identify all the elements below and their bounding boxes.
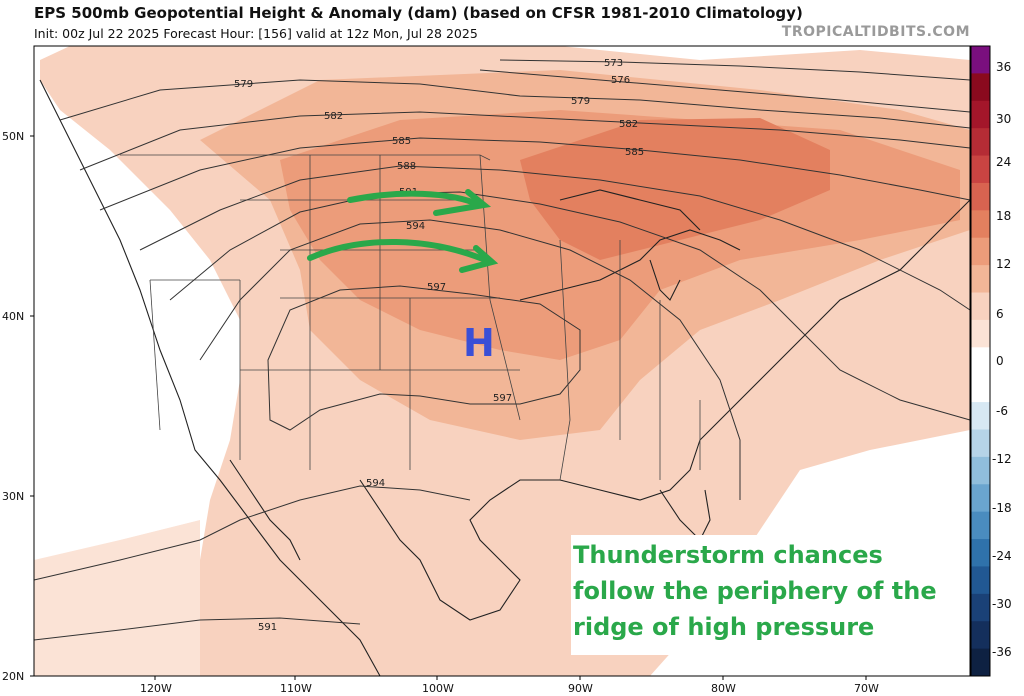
annotation-line-1: Thunderstorm chances <box>573 541 883 569</box>
colorbar-segment <box>971 128 990 157</box>
colorbar-segment <box>971 566 990 595</box>
contour-label-579-west: 579 <box>234 79 253 90</box>
colorbar-label-neg12: -12 <box>992 452 1012 466</box>
contour-label-582-east: 582 <box>619 119 638 130</box>
colorbar-label-neg30: -30 <box>992 597 1012 611</box>
contour-label-597-south: 597 <box>493 393 512 404</box>
colorbar-segment <box>971 621 990 650</box>
colorbar-label-0: 0 <box>996 354 1004 368</box>
state-borders <box>120 154 701 481</box>
contour-label-594-south: 594 <box>366 478 385 489</box>
contour-label-585-east: 585 <box>625 147 644 158</box>
lat-label-40n: 40N <box>2 310 24 323</box>
arrow-north-path <box>347 190 483 208</box>
latitude-axis: 50N 40N 30N 20N <box>2 130 34 683</box>
chart-subtitle: Init: 00z Jul 22 2025 Forecast Hour: [15… <box>34 26 478 41</box>
arrow-south-path <box>307 239 493 265</box>
colorbar <box>970 45 991 677</box>
contour-label-597-north: 597 <box>427 282 446 293</box>
colorbar-segment <box>971 182 990 211</box>
contour-label-594: 594 <box>406 221 425 232</box>
lat-label-20n: 20N <box>2 670 24 683</box>
colorbar-segment <box>971 648 990 677</box>
contour-label-585-west: 585 <box>392 136 411 147</box>
longitude-axis: 120W 110W 100W 90W 80W 70W <box>140 676 879 695</box>
colorbar-segment <box>971 237 990 266</box>
contour-label-579-east: 579 <box>571 96 590 107</box>
colorbar-segment <box>971 73 990 102</box>
colorbar-segment <box>971 46 990 74</box>
colorbar-segment <box>971 210 990 239</box>
contour-label-591-south: 591 <box>258 622 277 633</box>
contour-label-573: 573 <box>604 58 623 69</box>
lon-label-90w: 90W <box>568 682 593 695</box>
colorbar-label-neg18: -18 <box>992 501 1012 515</box>
colorbar-label-12: 12 <box>996 257 1011 271</box>
colorbar-segment <box>971 484 990 513</box>
colorbar-segment <box>971 429 990 458</box>
lon-label-70w: 70W <box>854 682 879 695</box>
colorbar-label-6: 6 <box>996 307 1004 321</box>
colorbar-labels: 36 30 24 18 12 6 0 -6 -12 -18 -24 -30 -3… <box>992 60 1012 659</box>
lon-label-120w: 120W <box>140 682 172 695</box>
lon-label-100w: 100W <box>422 682 454 695</box>
map-frame <box>33 45 971 677</box>
annotation-line-3: ridge of high pressure <box>573 613 875 641</box>
annotation-line-2: follow the periphery of the <box>573 577 937 605</box>
lon-label-110w: 110W <box>280 682 312 695</box>
colorbar-segment <box>971 374 990 403</box>
colorbar-segment <box>971 292 990 321</box>
annotation-box: Thunderstorm chances follow the peripher… <box>571 535 937 655</box>
colorbar-label-18: 18 <box>996 209 1011 223</box>
colorbar-segment <box>971 319 990 348</box>
colorbar-segment <box>971 539 990 567</box>
colorbar-segment <box>971 347 990 376</box>
colorbar-frame <box>970 45 991 677</box>
colorbar-label-36: 36 <box>996 60 1011 74</box>
colorbar-label-neg24: -24 <box>992 549 1012 563</box>
colorbar-segment <box>971 511 990 540</box>
arrow-north-head <box>433 189 492 216</box>
colorbar-segment <box>971 593 990 622</box>
lat-label-30n: 30N <box>2 490 24 503</box>
colorbar-label-30: 30 <box>996 112 1011 126</box>
lon-label-80w: 80W <box>711 682 736 695</box>
high-pressure-marker: H <box>463 321 495 365</box>
height-contours <box>33 59 971 641</box>
arrow-south-head <box>459 245 499 273</box>
colorbar-label-24: 24 <box>996 155 1011 169</box>
site-watermark: TROPICALTIDBITS.COM <box>781 24 970 40</box>
colorbar-segment <box>971 456 990 485</box>
contour-label-588: 588 <box>397 161 416 172</box>
colorbar-label-neg6: -6 <box>996 404 1008 418</box>
colorbar-segment <box>971 265 990 294</box>
colorbar-label-neg36: -36 <box>992 645 1012 659</box>
contour-label-582-west: 582 <box>324 111 343 122</box>
colorbar-segment <box>971 155 990 184</box>
colorbar-segment <box>971 402 990 430</box>
lat-label-50n: 50N <box>2 130 24 143</box>
colorbar-segment <box>971 100 990 129</box>
chart-title: EPS 500mb Geopotential Height & Anomaly … <box>34 4 803 22</box>
contour-label-576: 576 <box>611 75 630 86</box>
flow-arrows <box>307 189 499 273</box>
